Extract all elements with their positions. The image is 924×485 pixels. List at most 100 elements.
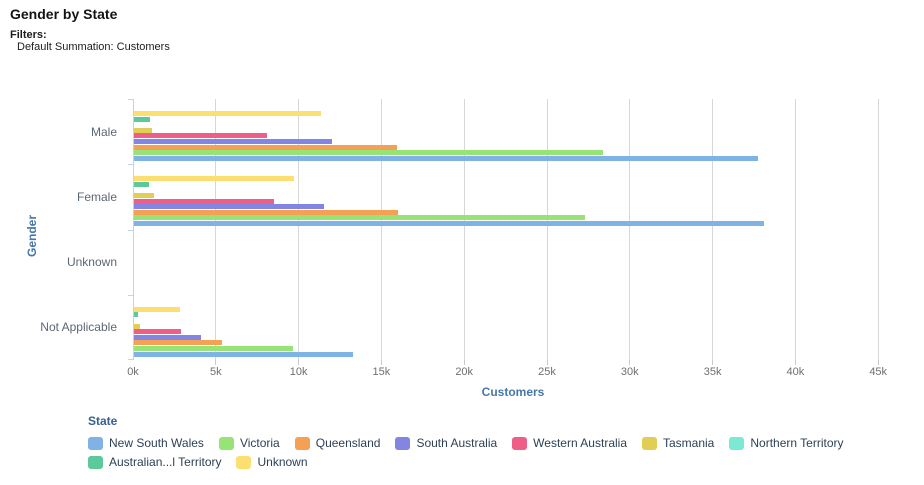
legend-item[interactable]: Victoria xyxy=(218,436,280,450)
x-tick-label: 25k xyxy=(538,366,556,378)
legend-item[interactable]: Unknown xyxy=(236,455,308,469)
bar-group-male xyxy=(134,99,893,164)
x-tick xyxy=(298,360,300,365)
bar[interactable] xyxy=(134,127,153,133)
x-tick xyxy=(546,360,548,365)
legend-item[interactable]: South Australia xyxy=(395,436,497,450)
legend-swatch-icon xyxy=(218,436,234,450)
bar[interactable] xyxy=(134,323,140,329)
legend-item[interactable]: Northern Territory xyxy=(729,436,844,450)
gridline xyxy=(877,99,879,360)
gridline xyxy=(712,99,714,360)
legend-item-label: Tasmania xyxy=(663,436,715,450)
bar[interactable] xyxy=(134,221,765,226)
legend-swatch-icon xyxy=(236,455,252,469)
bar[interactable] xyxy=(134,150,603,156)
legend-item-label: Unknown xyxy=(257,455,308,469)
category-label: Unknown xyxy=(66,255,117,270)
bar[interactable] xyxy=(134,204,324,210)
bar-group-female xyxy=(134,164,893,229)
x-tick-label: 15k xyxy=(372,366,391,378)
legend-item-label: Victoria xyxy=(239,436,280,450)
gridline xyxy=(546,99,548,360)
legend-row-2: Australian...l Territory Unknown xyxy=(88,455,844,469)
x-tick-label: 10k xyxy=(289,366,308,378)
legend-swatch-icon xyxy=(729,436,745,450)
x-tick-label: 30k xyxy=(620,366,639,378)
bar[interactable] xyxy=(134,340,222,346)
bar[interactable] xyxy=(134,329,182,335)
legend-item-label: New South Wales xyxy=(109,436,204,450)
bar[interactable] xyxy=(134,138,332,144)
bar[interactable] xyxy=(134,312,139,318)
legend-swatch-icon xyxy=(512,436,528,450)
bar[interactable] xyxy=(134,155,759,161)
legend-item-label: Northern Territory xyxy=(750,436,844,450)
x-tick xyxy=(629,360,631,365)
legend-swatch-icon xyxy=(642,436,657,450)
x-tick-label: 20k xyxy=(455,366,474,378)
legend-item[interactable]: Tasmania xyxy=(642,436,714,450)
legend-item[interactable]: Western Australia xyxy=(512,436,627,450)
filters-label: Filters: xyxy=(10,29,47,41)
bar[interactable] xyxy=(134,193,154,199)
bar-group-not-applicable xyxy=(134,295,893,360)
bar[interactable] xyxy=(134,209,399,215)
legend-item-label: South Australia xyxy=(416,436,498,450)
x-tick-label: 0k xyxy=(127,366,139,378)
y-axis-tick xyxy=(128,294,133,296)
gridline xyxy=(215,99,217,360)
legend-item[interactable]: New South Wales xyxy=(88,436,204,450)
bar[interactable] xyxy=(134,351,353,357)
bar[interactable] xyxy=(134,215,586,221)
x-tick xyxy=(794,360,796,365)
bar-group-unknown xyxy=(134,230,893,295)
x-axis-title: Customers xyxy=(481,385,545,399)
legend-row-1: New South Wales Victoria Queensland South A… xyxy=(88,436,844,450)
category-label: Male xyxy=(90,124,117,139)
x-tick-label: 40k xyxy=(786,366,805,378)
y-axis-title: Gender xyxy=(25,215,39,258)
legend-item[interactable]: Australian...l Territory xyxy=(88,455,221,469)
legend-item-label: Western Australia xyxy=(533,436,627,450)
legend-swatch-icon xyxy=(294,436,310,450)
bar[interactable] xyxy=(134,111,322,116)
x-tick xyxy=(380,360,382,365)
y-axis-tick xyxy=(128,229,133,231)
y-axis-category-labels: Male Female Unknown Not Applicable xyxy=(0,99,125,360)
y-axis-tick xyxy=(128,164,133,166)
x-tick xyxy=(877,360,879,365)
x-tick-label: 5k xyxy=(209,366,222,378)
legend-item-label: Queensland xyxy=(315,436,381,450)
x-tick xyxy=(463,360,465,365)
category-label: Female xyxy=(76,189,117,204)
gridline xyxy=(794,99,796,360)
gridline xyxy=(380,99,382,360)
gridline xyxy=(463,99,465,360)
bar[interactable] xyxy=(134,181,149,187)
category-label: Not Applicable xyxy=(40,320,117,335)
y-axis-tick xyxy=(128,359,133,360)
plot-area xyxy=(128,99,893,365)
x-tick xyxy=(215,360,217,365)
legend-swatch-icon xyxy=(88,436,103,450)
page-title: Gender by State xyxy=(10,6,118,22)
y-axis-tick xyxy=(128,99,133,100)
legend-item[interactable]: Queensland xyxy=(294,436,381,450)
legend-item-label: Australian...l Territory xyxy=(109,455,222,469)
bar[interactable] xyxy=(134,144,398,150)
bar[interactable] xyxy=(134,306,181,312)
gridline xyxy=(298,99,300,360)
bar[interactable] xyxy=(134,176,294,182)
legend-swatch-icon xyxy=(88,455,103,469)
bar[interactable] xyxy=(134,198,274,204)
legend-title: State xyxy=(88,414,118,428)
x-tick xyxy=(712,360,714,365)
gridline xyxy=(629,99,631,360)
x-tick-label: 35k xyxy=(703,366,722,378)
x-tick-label: 45k xyxy=(869,366,888,378)
bar[interactable] xyxy=(134,116,150,122)
bar[interactable] xyxy=(134,345,293,351)
bar[interactable] xyxy=(134,334,202,340)
bar[interactable] xyxy=(134,133,268,139)
